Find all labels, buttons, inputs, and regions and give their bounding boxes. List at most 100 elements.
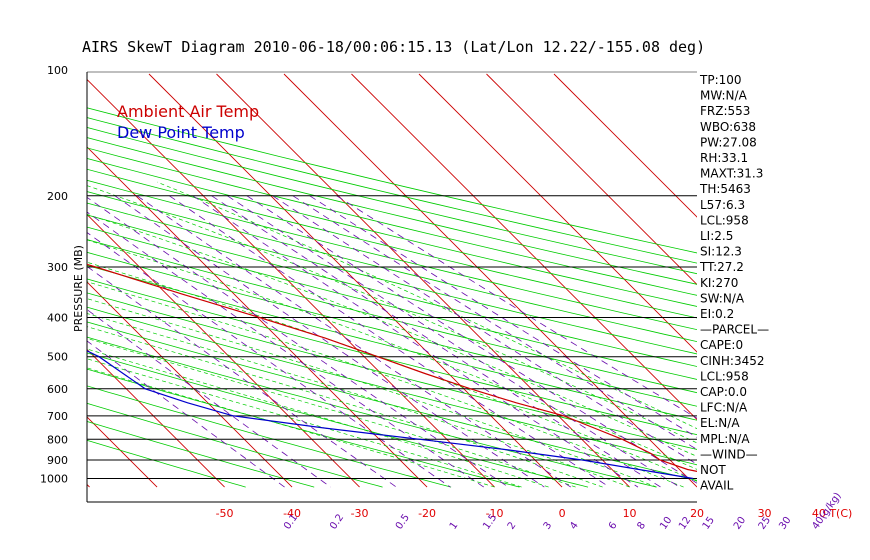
dry-adiabat-line [87,402,383,488]
profiles [87,263,697,480]
index-item: MPL:N/A [700,432,750,446]
dry-adiabat-line [87,127,697,275]
isotherm-line [0,74,22,487]
index-item: KI:270 [700,276,738,290]
isotherm-line [87,146,428,488]
index-item: TP:100 [699,73,742,87]
index-item: EL:N/A [700,416,740,430]
mixing-ratio-tick-label: 1 [448,520,461,532]
mixing-ratio-line [87,196,509,488]
index-item: —WIND— [700,447,758,461]
moist-adiabat-line [87,337,576,488]
mixing-ratio-line [87,211,485,488]
dry-adiabat-line [87,251,697,407]
index-item: SI:12.3 [700,245,742,259]
index-item: NOT [700,463,726,477]
index-item: L57:6.3 [700,198,745,212]
isotherm-line [486,73,697,286]
moist-adiabat-line [87,261,697,482]
mixing-ratio-line [114,195,545,488]
legend-ambient-temp: Ambient Air Temp [117,102,259,121]
bottom-temperature-ticks: -50 -40 -30 -20 -10 0 10 20 30 40 T(C) [216,507,853,520]
index-item: LCL:958 [700,369,749,383]
dry-adiabat-line [87,352,589,488]
temperature-profile-line [87,263,697,472]
dry-adiabat-line [87,265,697,421]
index-item: TT:27.2 [699,260,744,274]
dry-adiabat-line [87,214,697,367]
chart-title: AIRS SkewT Diagram 2010-06-18/00:06:15.1… [82,38,705,56]
bottom-temp-tick-label: 0 [559,507,566,520]
dry-adiabat-line [87,239,697,394]
pressure-tick-label: 600 [47,383,68,396]
dry-adiabat-line [87,147,697,296]
mixing-ratio-tick-label: 0.2 [328,512,346,531]
index-item: LCL:958 [700,213,749,227]
moist-adiabat-line [87,348,549,488]
index-item: MW:N/A [700,89,748,103]
index-item: EI:0.2 [700,307,734,321]
dry-adiabat-line [87,385,452,488]
bottom-temp-tick-label: -10 [486,507,504,520]
index-item: WBO:638 [700,120,756,134]
dry-adiabat-line [87,439,246,488]
index-item: FRZ:553 [700,104,750,118]
pressure-tick-label: 300 [47,261,68,274]
dewpoint-profile-line [87,350,694,480]
dry-adiabat-line [87,321,697,481]
pressure-tick-label: 400 [47,312,68,325]
dry-adiabat-line [87,179,697,331]
legend-dew-point: Dew Point Temp [117,123,245,142]
index-item: —PARCEL— [700,323,769,337]
mixing-ratio-tick-label: 10 [658,515,674,532]
moist-adiabat-line [87,213,697,457]
pressure-tick-label: 900 [47,454,68,467]
isotherm-line [351,73,697,421]
dry-adiabat-line [87,137,697,285]
mixing-ratio-line [309,195,697,438]
y-axis-label: PRESSURE (MB) [72,245,85,332]
mixing-ratio-tick-label: 20 [732,515,748,532]
isotherm-line [87,281,293,488]
grid-lines [0,73,697,488]
moist-adiabat-line [87,239,697,470]
bottom-temp-tick-label: -30 [351,507,369,520]
mixing-ratio-line [87,265,397,488]
mixing-ratio-line [292,195,697,450]
bottom-temp-tick-label: 40 T(C) [812,507,852,520]
mixing-ratio-line [211,195,661,488]
mixing-ratio-line [87,309,331,488]
index-item: MAXT:31.3 [700,167,763,181]
mixing-ratio-tick-label: 0.5 [394,512,412,531]
mixing-ratio-tick-label: 2 [506,520,519,532]
dry-adiabat-line [87,421,315,488]
bottom-temp-tick-label: -20 [418,507,436,520]
index-item: TH:5463 [699,182,751,196]
dry-adiabat-line [87,158,697,307]
pressure-tick-label: 700 [47,410,68,423]
pressure-tick-label: 500 [47,351,68,364]
dry-adiabat-line [87,292,697,450]
index-item: LFC:N/A [700,401,748,415]
pressure-lines [86,71,697,503]
pressure-tick-label: 100 [47,64,68,77]
pressure-ticks: 100 200 300 400 500 600 700 800 900 1000 [40,64,68,486]
index-item: CAPE:0 [700,338,743,352]
mixing-ratio-line [87,340,285,488]
dry-adiabat-line [87,117,697,264]
dry-adiabat-line [87,202,697,355]
isotherm-line [87,416,158,488]
index-item: CINH:3452 [700,354,765,368]
index-item: PW:27.08 [700,135,757,149]
dry-adiabat-line [87,226,697,380]
index-item: CAP:0.0 [700,385,747,399]
bottom-temp-tick-label: 10 [623,507,637,520]
mixing-ratio-tick-label: 30 [777,515,793,532]
mixing-ratio-line [272,195,697,465]
dry-adiabat-line [87,368,520,488]
isotherm-line [418,73,697,353]
isotherm-line [87,348,225,488]
dry-adiabat-line [87,168,697,319]
mixing-ratio-tick-label: 4 [568,520,581,532]
